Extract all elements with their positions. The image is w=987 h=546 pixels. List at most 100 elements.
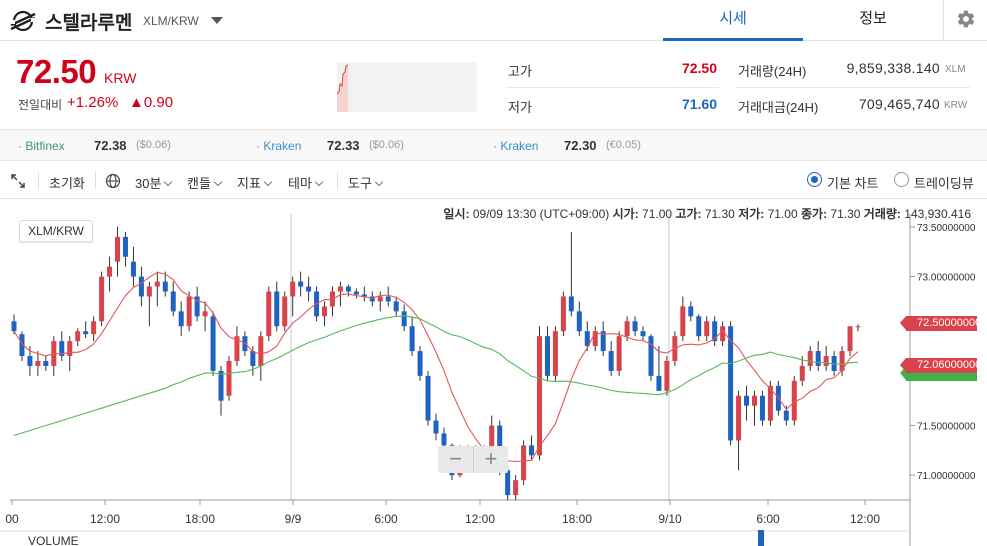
toolbar-separator (95, 172, 96, 189)
price-chart-area[interactable]: 73.5000000073.0000000072.5000000072.0000… (0, 200, 987, 546)
chevron-down-icon (263, 177, 273, 187)
candle-body (75, 331, 81, 342)
change-label: 전일대비 (18, 98, 63, 112)
zoom-control: − + (438, 446, 508, 473)
candle-body (345, 286, 351, 292)
chart-toolbar: 초기화 30분 캔들 지표 테마 도구 기본 차트 트레이딩뷰 (0, 162, 987, 199)
tradingview-radio[interactable] (894, 172, 909, 187)
candle-body (322, 306, 328, 317)
gear-icon[interactable] (956, 9, 976, 29)
candle-body (99, 276, 105, 322)
candle-body (815, 351, 821, 366)
candle-body (799, 365, 805, 381)
candle-body (361, 294, 367, 297)
candle-body (178, 311, 184, 327)
exchange-sub: ($0.06) (136, 139, 171, 151)
close-label: 종가: (801, 207, 828, 221)
candle-body (744, 395, 750, 406)
stat-divider (506, 87, 719, 88)
candle-body (600, 331, 606, 352)
candle-body (194, 296, 200, 317)
theme-dropdown[interactable]: 테마 (288, 173, 324, 192)
exchange-name[interactable]: · Kraken (493, 139, 539, 153)
candle-body (417, 351, 423, 376)
x-tick-label: 6:00 (374, 512, 398, 526)
candle-body (640, 331, 646, 337)
candle-body (226, 361, 232, 396)
candle-body (584, 331, 590, 347)
candle-body (592, 331, 598, 347)
ma-red-line (13, 271, 859, 463)
current-price-tag: 72.50000000 (900, 316, 981, 331)
candlestick-chart[interactable]: 73.5000000073.0000000072.5000000072.0000… (0, 200, 987, 546)
candle-body (855, 326, 861, 328)
candle-body (537, 336, 543, 456)
amount-24h-label: 거래대금(24H) (738, 100, 819, 115)
top-header: 스텔라루멘 XLM/KRW 시세 정보 (0, 0, 987, 41)
stat-divider (736, 87, 970, 88)
exchange-strip: · Bitfinex 72.38 ($0.06) · Kraken 72.33 … (0, 129, 987, 161)
mini-sparkline-chart (337, 62, 477, 112)
candle-body (170, 291, 176, 312)
candle-body (664, 361, 670, 391)
expand-icon[interactable] (11, 174, 25, 188)
candle-body (831, 356, 837, 371)
caret-down-icon[interactable] (211, 17, 223, 24)
zoom-in-button[interactable]: + (473, 446, 508, 473)
tradingview-label[interactable]: 트레이딩뷰 (914, 176, 974, 191)
low-value: 71.00 (767, 207, 798, 221)
ma-price-tag: 72.06000000 (900, 358, 981, 373)
candle-body (608, 351, 614, 371)
candle-body (704, 321, 710, 337)
candle-body (27, 356, 33, 366)
candle-body (767, 385, 773, 421)
x-tick-label: 00 (5, 512, 19, 526)
y-tick-label: 73.00000000 (917, 273, 976, 284)
interval-dropdown[interactable]: 30분 (135, 173, 173, 192)
price-unit: KRW (104, 70, 137, 86)
candle-body (847, 326, 853, 352)
candle-body (552, 331, 558, 376)
y-tick-label: 73.50000000 (917, 223, 976, 234)
exchange-name[interactable]: · Kraken (256, 139, 302, 153)
tab-info[interactable]: 정보 (859, 10, 887, 27)
volume-pane-label: VOLUME (28, 534, 79, 546)
candle-body (162, 281, 168, 292)
candle-body (67, 341, 73, 357)
candle-body (433, 420, 439, 434)
candle-body (282, 296, 288, 327)
candle-body (19, 334, 25, 357)
globe-icon[interactable] (105, 173, 121, 189)
candle-body (680, 306, 686, 337)
candle-body (186, 296, 192, 327)
x-tick-label: 12:00 (850, 512, 880, 526)
candle-body (218, 370, 224, 401)
candle-body (489, 425, 495, 461)
exchange-name[interactable]: · Bitfinex (18, 139, 65, 153)
volume-bar (758, 530, 764, 546)
basic-chart-radio[interactable] (807, 172, 822, 187)
indicator-dropdown[interactable]: 지표 (237, 173, 273, 192)
candle-body (11, 321, 17, 332)
candle-body (401, 311, 407, 327)
chart-pair-badge: XLM/KRW (19, 220, 93, 242)
volume-24h-label: 거래량(24H) (738, 64, 807, 79)
candle-body (250, 351, 256, 366)
candle-dropdown[interactable]: 캔들 (187, 173, 223, 192)
exchange-price: 72.38 (94, 138, 127, 153)
tools-dropdown[interactable]: 도구 (348, 173, 384, 192)
chevron-down-icon (164, 177, 173, 187)
candle-body (91, 321, 97, 335)
reset-button[interactable]: 초기화 (49, 176, 85, 191)
candle-body (43, 361, 49, 366)
exchange-price: 72.30 (564, 138, 597, 153)
candle-body (234, 336, 240, 361)
candle-body (115, 236, 121, 262)
candle-body (35, 361, 41, 366)
candle-body (632, 321, 638, 332)
candle-body (377, 296, 383, 302)
basic-chart-label[interactable]: 기본 차트 (827, 176, 879, 191)
zoom-out-button[interactable]: − (449, 446, 462, 471)
tab-price[interactable]: 시세 (663, 0, 803, 41)
x-tick-label: 9/9 (285, 512, 302, 526)
